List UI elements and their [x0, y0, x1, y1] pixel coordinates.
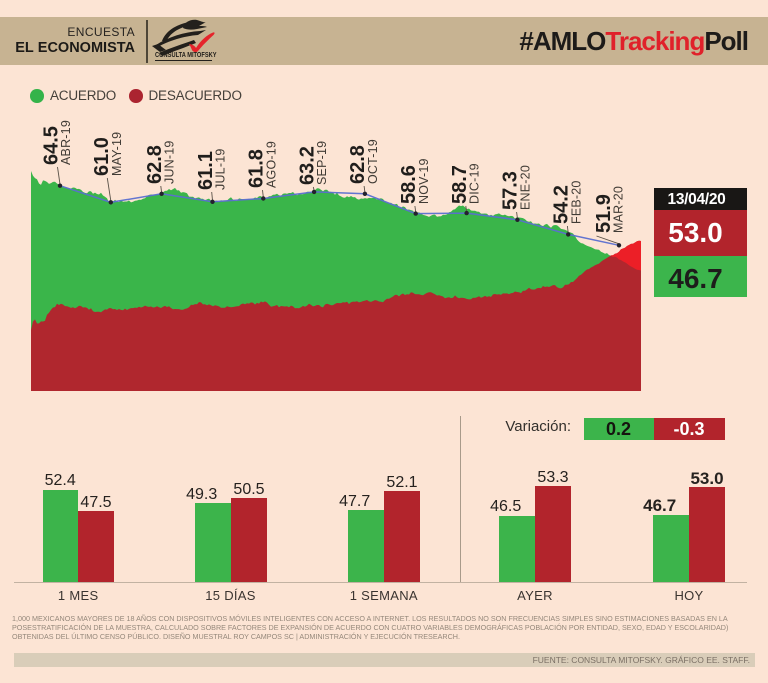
svg-text:61.8: 61.8: [246, 149, 268, 188]
svg-text:61.1: 61.1: [195, 151, 217, 190]
svg-text:OCT-19: OCT-19: [366, 139, 380, 184]
svg-text:NOV-19: NOV-19: [417, 158, 431, 204]
svg-text:FEB-20: FEB-20: [569, 180, 583, 224]
svg-text:58.7: 58.7: [449, 165, 471, 204]
svg-text:ABR-19: ABR-19: [59, 120, 73, 165]
svg-text:MAY-19: MAY-19: [110, 132, 124, 176]
svg-text:SEP-19: SEP-19: [315, 141, 329, 185]
svg-text:JUL-19: JUL-19: [214, 149, 228, 191]
svg-text:61.0: 61.0: [91, 137, 113, 176]
svg-text:57.3: 57.3: [500, 171, 522, 210]
svg-text:64.5: 64.5: [40, 126, 62, 165]
svg-text:58.6: 58.6: [398, 165, 420, 204]
svg-text:MAR-20: MAR-20: [612, 186, 626, 233]
svg-text:JUN-19: JUN-19: [163, 140, 177, 184]
svg-text:62.8: 62.8: [347, 145, 369, 184]
svg-text:51.9: 51.9: [593, 194, 615, 233]
svg-text:AGO-19: AGO-19: [264, 141, 278, 188]
svg-text:62.8: 62.8: [144, 145, 166, 184]
svg-text:DIC-19: DIC-19: [468, 163, 482, 204]
svg-text:ENE-20: ENE-20: [519, 165, 533, 210]
svg-text:63.2: 63.2: [296, 146, 318, 185]
svg-text:54.2: 54.2: [551, 185, 573, 224]
